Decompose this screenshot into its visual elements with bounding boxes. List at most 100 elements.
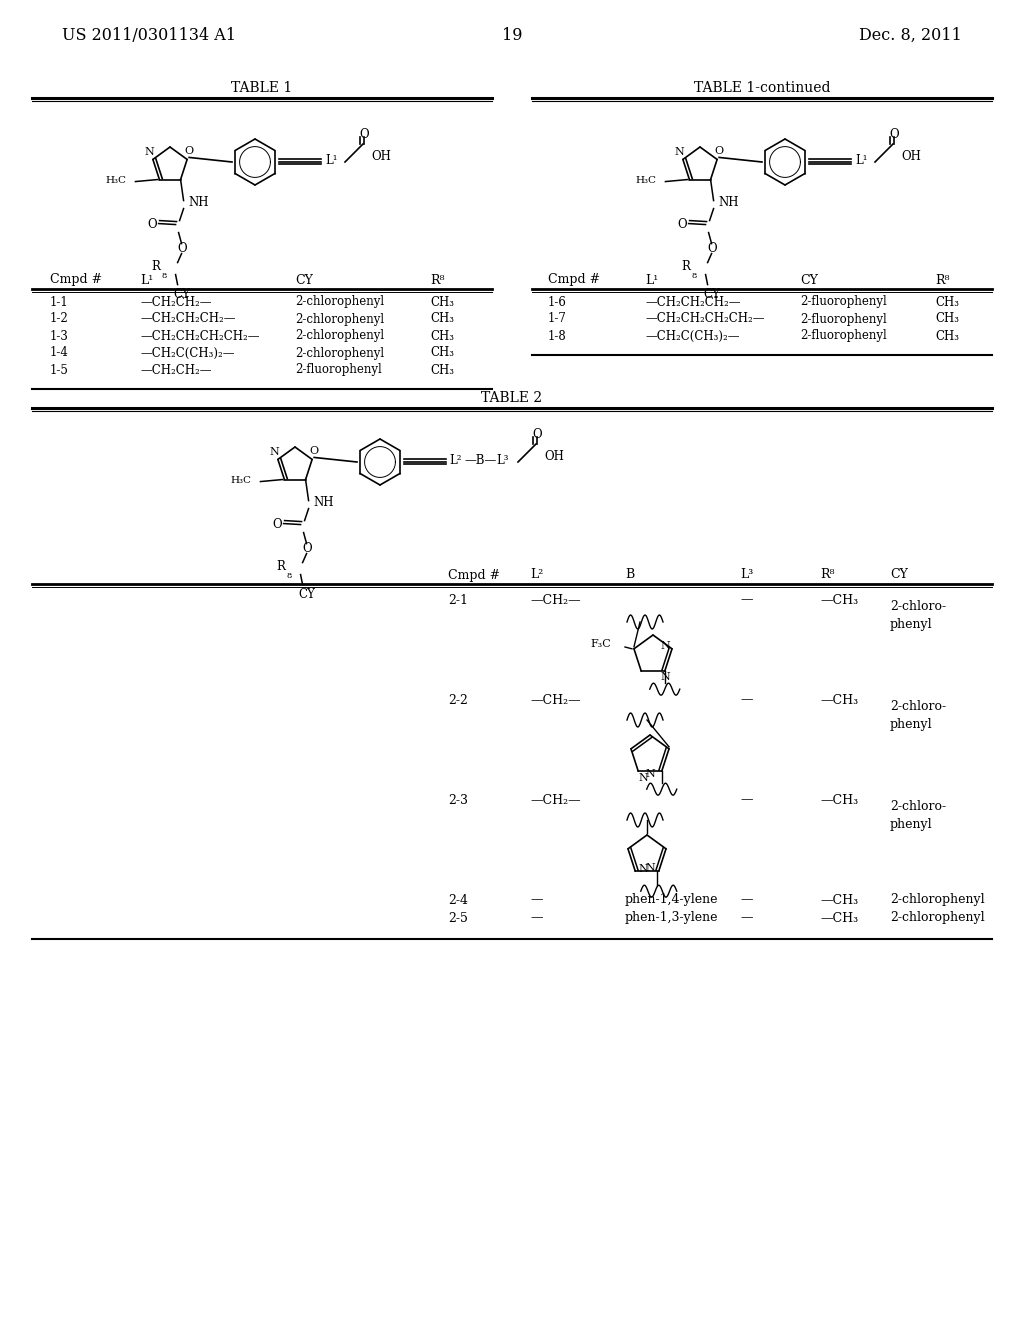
Text: CY: CY bbox=[173, 288, 190, 301]
Text: 2-fluorophenyl: 2-fluorophenyl bbox=[800, 330, 887, 342]
Text: 2-3: 2-3 bbox=[449, 793, 468, 807]
Text: —: — bbox=[740, 912, 753, 924]
Text: L³: L³ bbox=[496, 454, 509, 467]
Text: CH₃: CH₃ bbox=[935, 330, 959, 342]
Text: N: N bbox=[645, 863, 654, 874]
Text: 19: 19 bbox=[502, 26, 522, 44]
Text: 2-chlorophenyl: 2-chlorophenyl bbox=[295, 330, 384, 342]
Text: —: — bbox=[530, 912, 543, 924]
Text: L³: L³ bbox=[740, 569, 754, 582]
Text: 8: 8 bbox=[691, 272, 697, 280]
Text: Cmpd #: Cmpd # bbox=[50, 273, 102, 286]
Text: O: O bbox=[309, 446, 318, 455]
Text: —CH₂C(CH₃)₂—: —CH₂C(CH₃)₂— bbox=[645, 330, 739, 342]
Text: L¹: L¹ bbox=[855, 154, 867, 168]
Text: 2-chlorophenyl: 2-chlorophenyl bbox=[890, 894, 985, 907]
Text: 2-2: 2-2 bbox=[449, 693, 468, 706]
Text: L¹: L¹ bbox=[325, 154, 338, 168]
Text: phen-1,4-ylene: phen-1,4-ylene bbox=[625, 894, 719, 907]
Text: 8: 8 bbox=[287, 572, 292, 579]
Text: O: O bbox=[178, 242, 187, 255]
Text: CY: CY bbox=[295, 273, 313, 286]
Text: 2-1: 2-1 bbox=[449, 594, 468, 606]
Text: 2-chloro-
phenyl: 2-chloro- phenyl bbox=[890, 601, 946, 631]
Text: —: — bbox=[530, 894, 543, 907]
Text: N: N bbox=[269, 447, 279, 457]
Text: CH₃: CH₃ bbox=[430, 313, 454, 326]
Text: TABLE 1: TABLE 1 bbox=[231, 81, 293, 95]
Text: —CH₂CH₂CH₂CH₂—: —CH₂CH₂CH₂CH₂— bbox=[645, 313, 765, 326]
Text: H₃C: H₃C bbox=[230, 477, 252, 484]
Text: OH: OH bbox=[544, 450, 564, 463]
Text: O: O bbox=[184, 147, 194, 156]
Text: N: N bbox=[144, 147, 154, 157]
Text: TABLE 1-continued: TABLE 1-continued bbox=[693, 81, 830, 95]
Text: O: O bbox=[147, 218, 158, 231]
Text: O: O bbox=[715, 147, 724, 156]
Text: N: N bbox=[674, 147, 684, 157]
Text: 2-chlorophenyl: 2-chlorophenyl bbox=[295, 313, 384, 326]
Text: 1-2: 1-2 bbox=[50, 313, 69, 326]
Text: 1-4: 1-4 bbox=[50, 346, 69, 359]
Text: TABLE 2: TABLE 2 bbox=[481, 391, 543, 405]
Text: 2-chlorophenyl: 2-chlorophenyl bbox=[295, 346, 384, 359]
Text: B: B bbox=[625, 569, 634, 582]
Text: —: — bbox=[740, 793, 753, 807]
Text: CH₃: CH₃ bbox=[430, 346, 454, 359]
Text: CY: CY bbox=[298, 589, 315, 601]
Text: —CH₂CH₂—: —CH₂CH₂— bbox=[140, 296, 212, 309]
Text: O: O bbox=[532, 428, 542, 441]
Text: CY: CY bbox=[703, 288, 720, 301]
Text: —CH₂—: —CH₂— bbox=[530, 594, 581, 606]
Text: O: O bbox=[359, 128, 369, 140]
Text: 1-8: 1-8 bbox=[548, 330, 566, 342]
Text: —B—: —B— bbox=[464, 454, 497, 467]
Text: —CH₃: —CH₃ bbox=[820, 912, 858, 924]
Text: L¹: L¹ bbox=[645, 273, 658, 286]
Text: —: — bbox=[740, 594, 753, 606]
Text: CH₃: CH₃ bbox=[935, 296, 959, 309]
Text: —CH₂CH₂CH₂—: —CH₂CH₂CH₂— bbox=[140, 313, 236, 326]
Text: F₃C: F₃C bbox=[590, 639, 611, 649]
Text: z: z bbox=[656, 774, 662, 783]
Text: R⁸: R⁸ bbox=[935, 273, 949, 286]
Text: —CH₂CH₂—: —CH₂CH₂— bbox=[140, 363, 212, 376]
Text: NH: NH bbox=[719, 197, 739, 209]
Text: N: N bbox=[660, 640, 670, 651]
Text: O: O bbox=[889, 128, 899, 140]
Text: —CH₂C(CH₃)₂—: —CH₂C(CH₃)₂— bbox=[140, 346, 234, 359]
Text: Cmpd #: Cmpd # bbox=[449, 569, 500, 582]
Text: —CH₂CH₂CH₂—: —CH₂CH₂CH₂— bbox=[645, 296, 740, 309]
Text: N: N bbox=[660, 672, 671, 682]
Text: 2-chloro-
phenyl: 2-chloro- phenyl bbox=[890, 700, 946, 731]
Text: CH₃: CH₃ bbox=[935, 313, 959, 326]
Text: CH₃: CH₃ bbox=[430, 330, 454, 342]
Text: —: — bbox=[740, 693, 753, 706]
Text: —CH₂—: —CH₂— bbox=[530, 793, 581, 807]
Text: OH: OH bbox=[901, 150, 921, 164]
Text: —CH₂—: —CH₂— bbox=[530, 693, 581, 706]
Text: 2-5: 2-5 bbox=[449, 912, 468, 924]
Text: CH₃: CH₃ bbox=[430, 296, 454, 309]
Text: N: N bbox=[638, 865, 648, 874]
Text: R: R bbox=[276, 560, 285, 573]
Text: 1-6: 1-6 bbox=[548, 296, 567, 309]
Text: 1-7: 1-7 bbox=[548, 313, 567, 326]
Text: O: O bbox=[272, 517, 283, 531]
Text: —CH₃: —CH₃ bbox=[820, 793, 858, 807]
Text: Cmpd #: Cmpd # bbox=[548, 273, 600, 286]
Text: 8: 8 bbox=[162, 272, 167, 280]
Text: O: O bbox=[678, 218, 687, 231]
Text: N: N bbox=[645, 770, 655, 779]
Text: CY: CY bbox=[890, 569, 908, 582]
Text: CH₃: CH₃ bbox=[430, 363, 454, 376]
Text: Dec. 8, 2011: Dec. 8, 2011 bbox=[859, 26, 962, 44]
Text: —: — bbox=[740, 894, 753, 907]
Text: R⁸: R⁸ bbox=[820, 569, 835, 582]
Text: US 2011/0301134 A1: US 2011/0301134 A1 bbox=[62, 26, 236, 44]
Text: 1-3: 1-3 bbox=[50, 330, 69, 342]
Text: N: N bbox=[638, 774, 648, 783]
Text: OH: OH bbox=[371, 150, 391, 164]
Text: O: O bbox=[708, 242, 718, 255]
Text: —CH₃: —CH₃ bbox=[820, 693, 858, 706]
